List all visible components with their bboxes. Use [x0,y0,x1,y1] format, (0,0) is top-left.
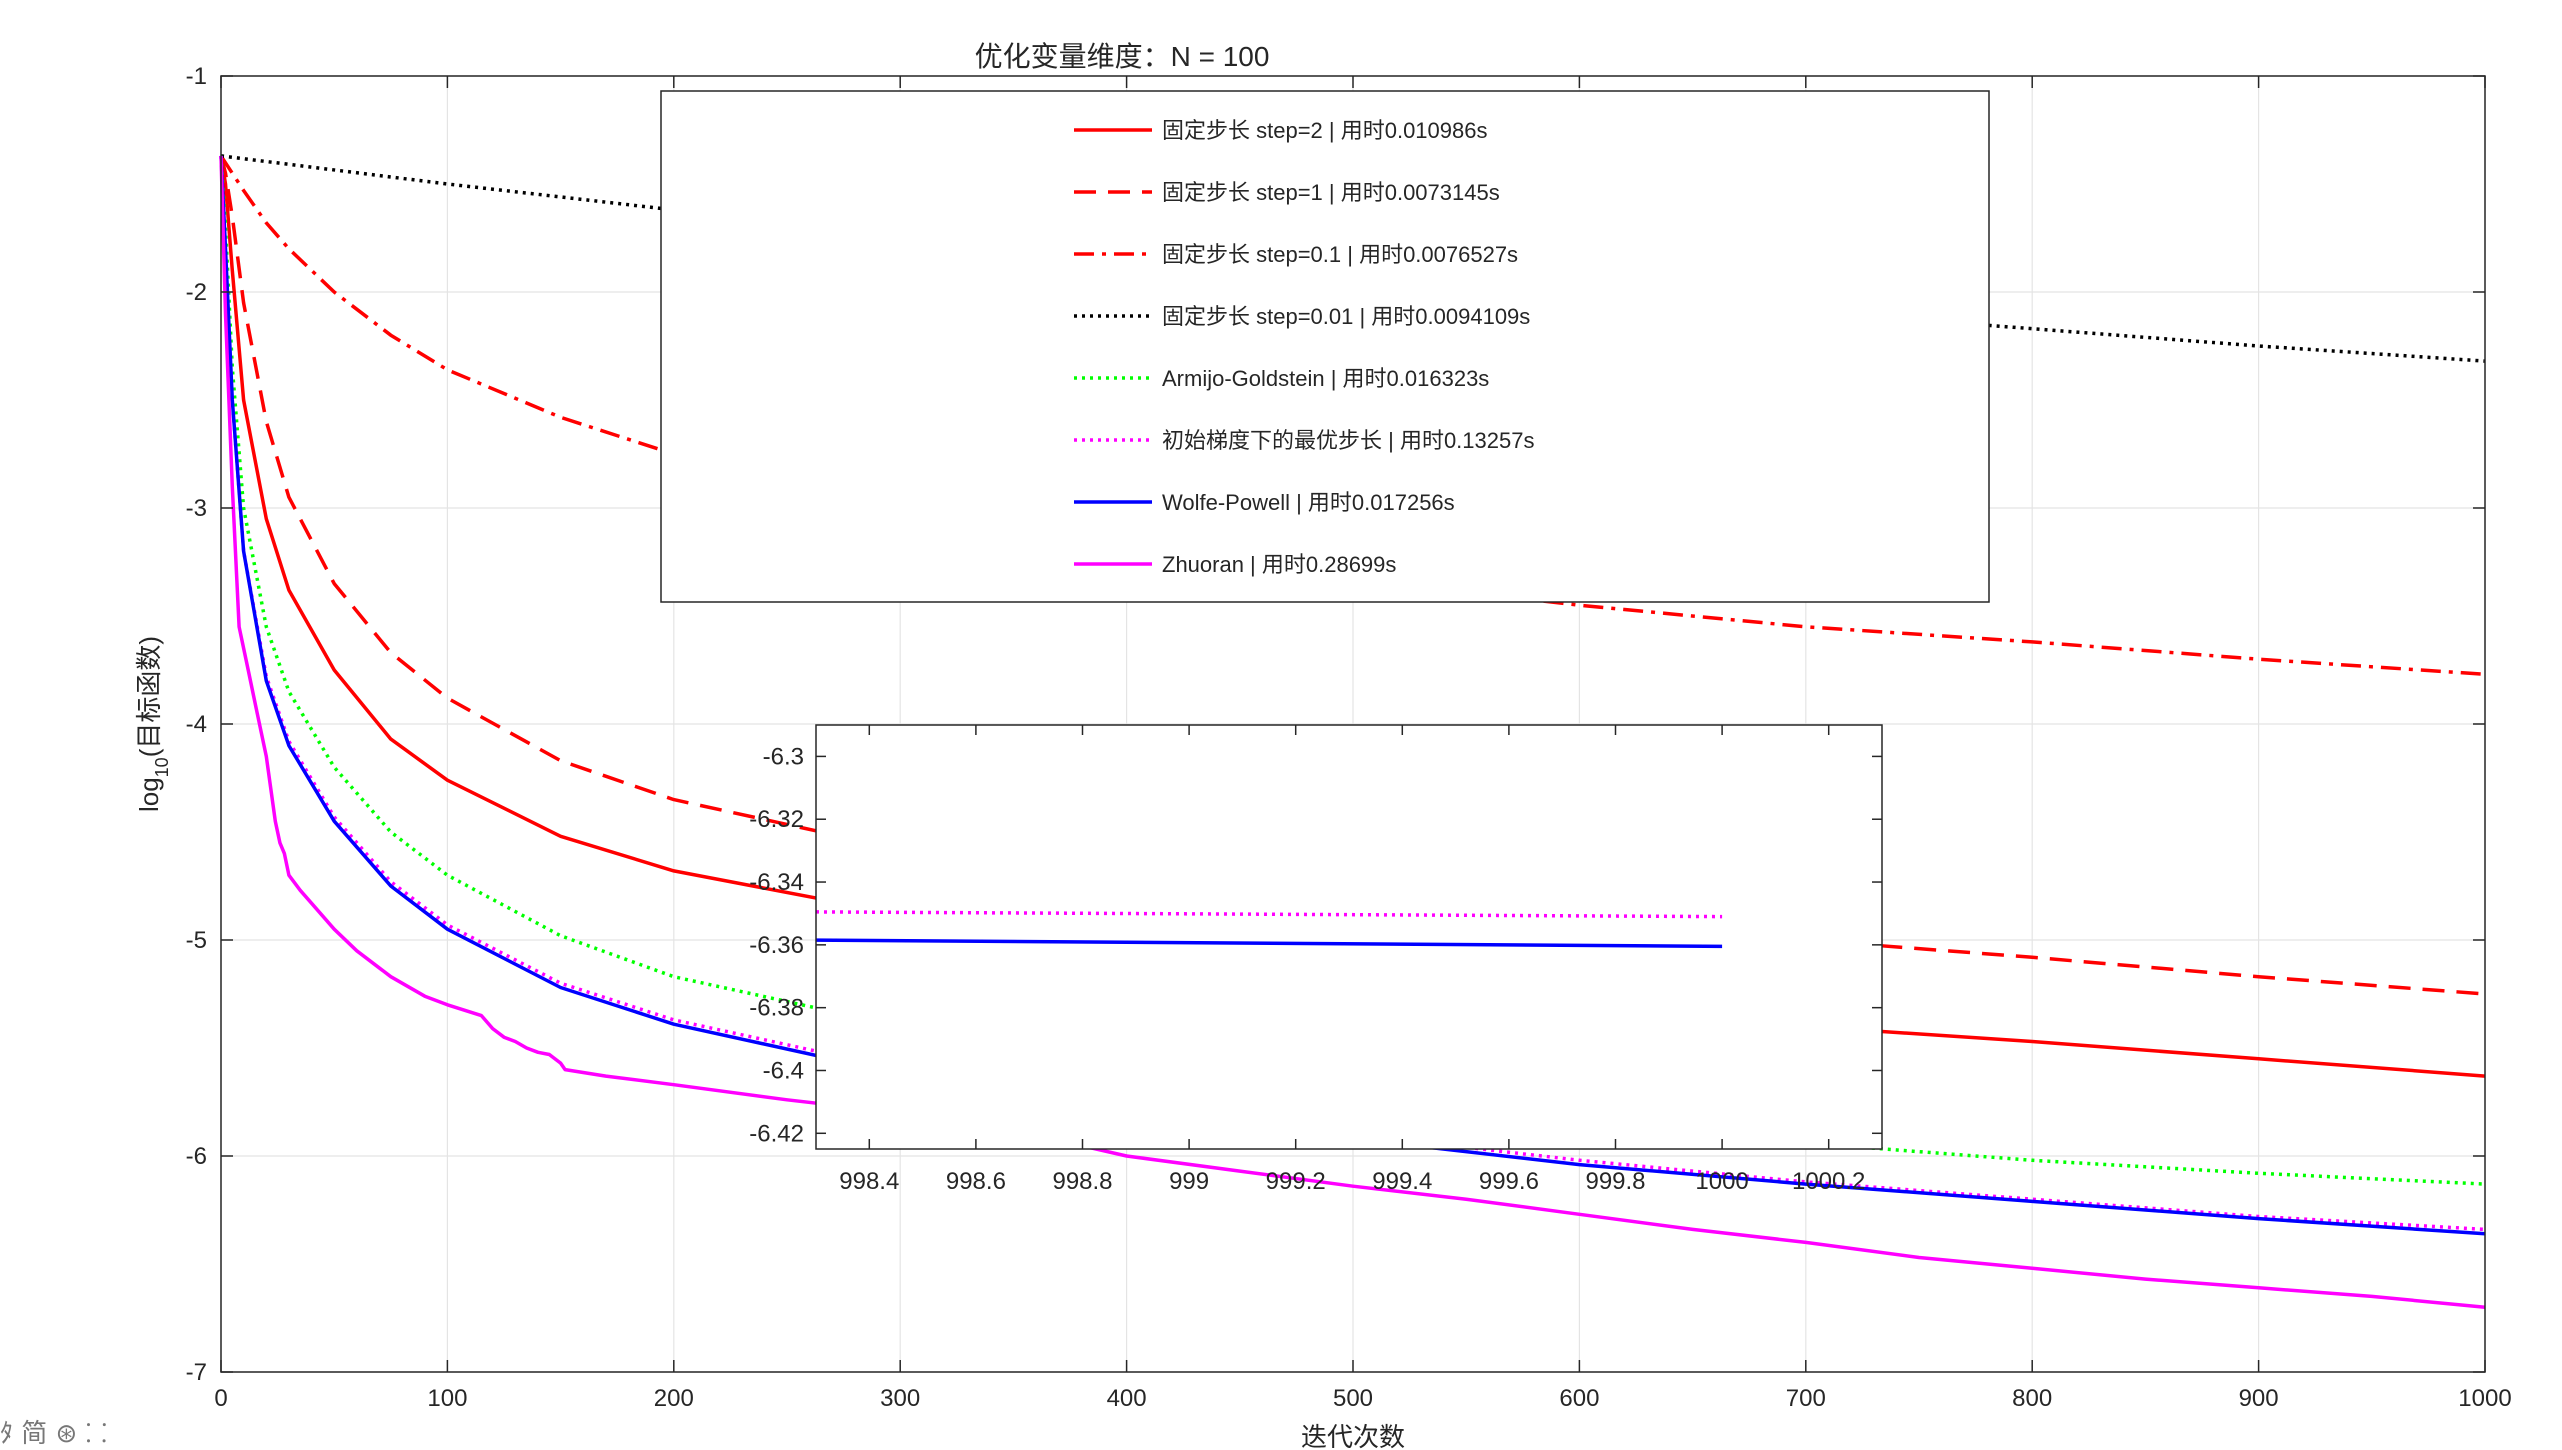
inset-x-tick-label: 999 [1169,1168,1209,1195]
legend-label-6: 初始梯度下的最优步长 | 用时0.13257s [1162,428,1534,453]
x-tick-label: 700 [1786,1385,1826,1412]
legend-items: 固定步长 step=2 | 用时0.010986s 固定步长 step=1 | 用… [1074,118,1534,577]
inset-plot-area [816,725,1882,1149]
inset-x-tick-label: 999.2 [1266,1168,1326,1195]
watermark: ﾀ 简 ⊛ ⸬ [0,1419,108,1449]
x-tick-label: 900 [2239,1385,2279,1412]
y-tick-label: -6 [186,1143,207,1170]
legend-label-3: 固定步长 step=0.1 | 用时0.0076527s [1162,242,1518,267]
inset-x-tick-label: 1000.2 [1792,1168,1865,1195]
legend-label-1: 固定步长 step=2 | 用时0.010986s [1162,118,1487,143]
series-line-8 [219,155,2486,1309]
inset-y-tick-label: -6.34 [749,869,804,896]
y-tick-label: -3 [186,495,207,522]
series-line-7 [219,155,2486,1236]
inset-x-tick-label: 998.8 [1052,1168,1112,1195]
legend-label-5: Armijo-Goldstein | 用时0.016323s [1162,366,1489,391]
y-axis-title: log10(目标函数) [134,636,172,812]
x-tick-label: 300 [880,1385,920,1412]
x-tick-label: 800 [2012,1385,2052,1412]
y-tick-label: -4 [186,711,207,738]
main-ticks: 0 100 200 300 400 500 600 700 800 900 1000 -7 -6 -5 -4… [186,63,2512,1412]
inset-x-tick-label: 998.6 [946,1168,1006,1195]
legend-label-2: 固定步长 step=1 | 用时0.0073145s [1162,180,1500,205]
inset-y-tick-label: -6.3 [763,743,804,770]
series-line-5 [219,155,2486,1186]
series-line-3 [219,154,2486,677]
inset-x-tick-label: 999.6 [1479,1168,1539,1195]
series-line-2 [219,155,2486,996]
x-tick-label: 200 [654,1385,694,1412]
y-tick-label: -5 [186,927,207,954]
legend-label-4: 固定步长 step=0.01 | 用时0.0094109s [1162,304,1530,329]
inset-x-tick-label: 1000 [1695,1168,1748,1195]
inset-ticks: 998.4 998.6 998.8 999 999.2 999.4 999.6 999.8 10… [749,725,1882,1195]
inset-x-tick-label: 999.8 [1585,1168,1645,1195]
inset-y-tick-label: -6.36 [749,932,804,959]
x-axis-title: 迭代次数 [1301,1422,1405,1450]
inset-y-tick-label: -6.4 [763,1057,804,1084]
y-tick-label: -1 [186,63,207,90]
x-tick-label: 600 [1559,1385,1599,1412]
y-tick-label: -2 [186,279,207,306]
x-tick-label: 400 [1107,1385,1147,1412]
y-tick-label: -7 [186,1359,207,1386]
y-axis-title-base: log [134,777,164,812]
inset-axes: 998.4 998.6 998.8 999 999.2 999.4 999.6 999.8 10… [749,724,1883,1195]
inset-series-group [815,910,1723,949]
inset-axes-box [815,724,1883,1150]
inset-y-tick-label: -6.42 [749,1120,804,1147]
legend: 固定步长 step=2 | 用时0.010986s 固定步长 step=1 | 用… [660,90,1990,603]
x-tick-label: 500 [1333,1385,1373,1412]
y-axis-title-sub: 10 [152,757,172,777]
x-tick-label: 1000 [2458,1385,2511,1412]
inset-y-tick-label: -6.38 [749,995,804,1022]
inset-x-tick-label: 999.4 [1372,1168,1432,1195]
inset-series-line-2 [815,938,1723,949]
legend-box [660,90,1990,603]
legend-label-7: Wolfe-Powell | 用时0.017256s [1162,490,1455,515]
x-tick-label: 0 [214,1385,227,1412]
plot-title: 优化变量维度：N = 100 [975,41,1270,72]
y-axis-title-rest: (目标函数) [134,636,164,757]
inset-x-tick-label: 998.4 [839,1168,899,1195]
legend-label-8: Zhuoran | 用时0.28699s [1162,552,1396,577]
x-tick-label: 100 [427,1385,467,1412]
inset-y-tick-label: -6.32 [749,806,804,833]
